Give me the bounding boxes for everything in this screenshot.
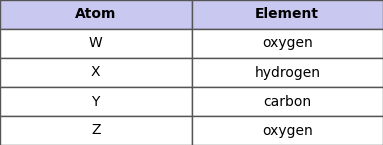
Text: hydrogen: hydrogen (254, 66, 320, 79)
Bar (0, 116, 192, 145)
Text: oxygen: oxygen (262, 124, 313, 137)
Bar (0, 0, 192, 29)
Text: Y: Y (92, 95, 100, 108)
Text: X: X (91, 66, 100, 79)
Bar (192, 58, 383, 87)
Text: Z: Z (91, 124, 100, 137)
Bar (192, 0, 383, 29)
Bar (0, 87, 192, 116)
Bar (192, 29, 383, 58)
Text: oxygen: oxygen (262, 37, 313, 50)
Bar (192, 87, 383, 116)
Bar (0, 29, 192, 58)
Text: carbon: carbon (263, 95, 311, 108)
Text: Atom: Atom (75, 8, 116, 21)
Bar (0, 58, 192, 87)
Text: W: W (89, 37, 103, 50)
Text: Element: Element (255, 8, 319, 21)
Bar (192, 116, 383, 145)
